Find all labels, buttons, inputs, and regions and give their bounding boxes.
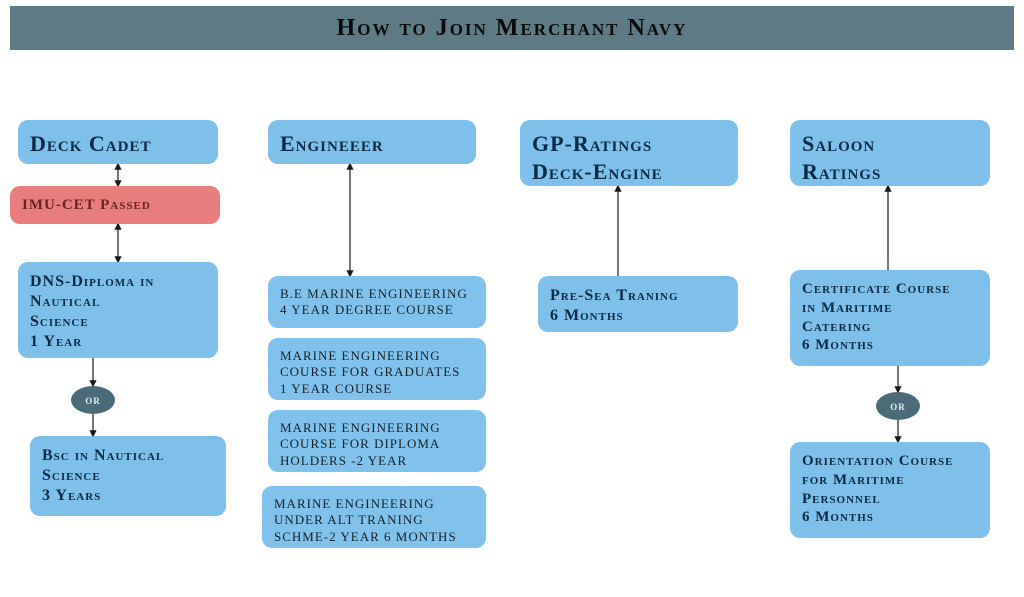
node-gp_hdr: GP-RatingsDeck-Engine [520, 120, 738, 186]
node-text-line: MARINE ENGINEERING [280, 348, 474, 364]
node-cert_catering: Certificate Coursein MaritimeCatering6 M… [790, 270, 990, 366]
node-text-line: Ratings [802, 158, 978, 186]
node-text-line: MARINE ENGINEERING [280, 420, 474, 436]
node-text-line: Bsc in Nautical [42, 446, 214, 466]
node-text-line: DNS-Diploma in [30, 272, 206, 292]
node-pre_sea: Pre-Sea Traning6 Months [538, 276, 738, 332]
node-text-line: 3 Years [42, 486, 214, 506]
node-text-line: Catering [802, 318, 978, 337]
node-text-line: B.E MARINE ENGINEERING [280, 286, 474, 302]
node-imu_cet: IMU-CET Passed [10, 186, 220, 224]
node-text-line: Deck-Engine [532, 158, 726, 186]
node-me_graduates: MARINE ENGINEERINGCOURSE FOR GRADUATES1 … [268, 338, 486, 400]
node-deck_cadet_hdr: Deck Cadet [18, 120, 218, 164]
node-text-line: COURSE FOR GRADUATES [280, 364, 474, 380]
node-text-line: in Maritime [802, 299, 978, 318]
node-text-line: SCHME-2 YEAR 6 MONTHS [274, 529, 474, 545]
node-text-line: 6 Months [550, 306, 726, 326]
node-text-line: Science [30, 312, 206, 332]
title-bar: How to Join Merchant Navy [10, 6, 1014, 50]
node-text-line: 6 Months [802, 336, 978, 355]
node-text-line: 1 YEAR COURSE [280, 381, 474, 397]
node-orientation: Orientation Coursefor MaritimePersonnel6… [790, 442, 990, 538]
or-badge-or_saloon: or [876, 392, 920, 420]
node-text-line: for Maritime [802, 471, 978, 490]
node-dns_diploma: DNS-Diploma inNauticalScience1 Year [18, 262, 218, 358]
node-text-line: Pre-Sea Traning [550, 286, 726, 306]
node-text-line: Engineeer [280, 130, 464, 158]
node-text-line: Certificate Course [802, 280, 978, 299]
node-text-line: 4 YEAR DEGREE COURSE [280, 302, 474, 318]
node-be_marine: B.E MARINE ENGINEERING4 YEAR DEGREE COUR… [268, 276, 486, 328]
node-text-line: COURSE FOR DIPLOMA [280, 436, 474, 452]
node-text-line: MARINE ENGINEERING [274, 496, 474, 512]
node-me_alt: MARINE ENGINEERINGUNDER ALT TRANINGSCHME… [262, 486, 486, 548]
node-text-line: Nautical [30, 292, 206, 312]
node-saloon_hdr: SaloonRatings [790, 120, 990, 186]
node-engineer_hdr: Engineeer [268, 120, 476, 164]
node-text-line: Saloon [802, 130, 978, 158]
node-text-line: 6 Months [802, 508, 978, 527]
node-text-line: HOLDERS -2 YEAR [280, 453, 474, 469]
node-text-line: Personnel [802, 490, 978, 509]
node-text-line: GP-Ratings [532, 130, 726, 158]
node-me_diploma: MARINE ENGINEERINGCOURSE FOR DIPLOMAHOLD… [268, 410, 486, 472]
node-text-line: Science [42, 466, 214, 486]
node-text-line: Deck Cadet [30, 130, 206, 158]
node-text-line: UNDER ALT TRANING [274, 512, 474, 528]
node-text-line: Orientation Course [802, 452, 978, 471]
node-text-line: 1 Year [30, 332, 206, 352]
flowchart-canvas: { "canvas": { "width": 1024, "height": 5… [0, 0, 1024, 597]
node-bsc_nautical: Bsc in NauticalScience3 Years [30, 436, 226, 516]
or-badge-or_deck: or [71, 386, 115, 414]
node-text-line: IMU-CET Passed [22, 196, 208, 215]
